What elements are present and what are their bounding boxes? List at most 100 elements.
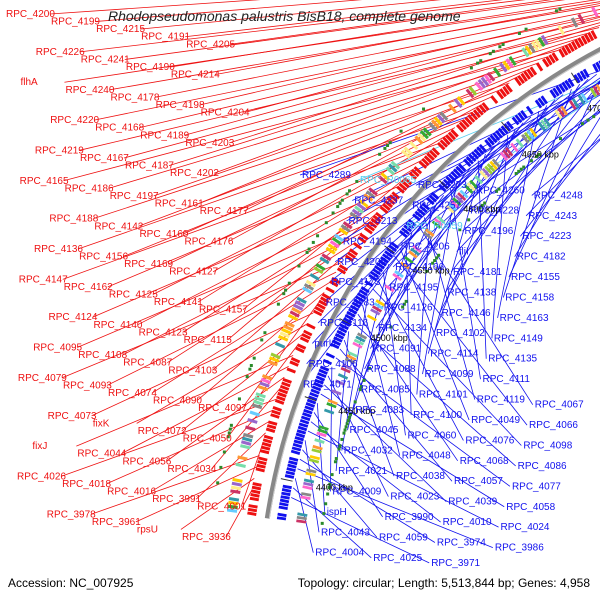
reverse-gene-label: RPC_4289 [302,170,351,181]
reverse-gene [497,127,506,137]
reverse-connector [399,248,470,421]
reverse-gene-label: RPC_4049 [471,415,520,426]
reverse-connector [357,313,459,462]
cog-band-outer [358,199,369,208]
gc-dot-inner [522,165,526,169]
reverse-gene [311,385,322,392]
reverse-gene [287,463,297,469]
cog-band-inner [327,398,338,406]
forward-gene [558,48,566,58]
forward-connector [140,0,442,30]
reverse-gene-label: RPC_4086 [518,461,567,472]
gc-dot-inner [402,302,406,306]
gc-dot-outer [216,481,220,485]
reverse-connector [520,133,600,237]
forward-gene [349,248,359,256]
forward-gene-label: RPC_4044 [77,449,126,460]
reverse-connector [477,160,487,359]
cog-band-inner [489,160,498,171]
reverse-gene [309,391,319,398]
cog-band-inner [353,338,365,346]
rna-gene-label: RPC_R0059 [407,221,464,232]
forward-connector [123,32,589,159]
cog-band-outer [524,45,533,56]
cog-band-inner [436,215,446,224]
gc-dot-inner [425,269,429,273]
reverse-gene-label: RPC_4223 [522,231,571,242]
cog-band-outer [309,273,320,281]
cog-band-inner [335,379,346,387]
cog-band-inner [445,204,455,214]
cog-band-inner [459,189,469,199]
cog-band-outer [292,303,304,311]
scale-tick [501,121,510,132]
reverse-connector [339,348,453,482]
gc-dot-outer [249,363,253,367]
forward-gene [545,56,553,66]
gc-dot-outer [276,302,280,306]
reverse-connector [531,138,600,196]
reverse-gene [414,210,424,219]
reverse-gene [555,85,563,95]
forward-gene [277,391,287,398]
cog-band-inner [366,314,377,322]
reverse-gene [525,105,534,115]
cog-band-outer [414,135,424,145]
forward-gene [567,42,575,52]
forward-gene-label: RPC_4190 [126,62,175,73]
forward-gene [442,136,451,146]
cog-band-outer [531,40,539,52]
reverse-gene [280,495,290,500]
gc-dot-outer [336,205,340,209]
forward-gene [444,134,454,143]
forward-gene [570,40,578,51]
reverse-gene-label: RPC_4119 [477,395,526,406]
cog-band-outer [486,71,496,82]
cog-band-outer [340,224,351,233]
gc-dot-inner [580,122,584,126]
reverse-gene [330,342,340,350]
reverse-connector [299,458,436,543]
forward-gene [262,438,273,444]
forward-connector [196,292,325,401]
gc-dot-outer [305,250,309,254]
reverse-connector [330,366,333,492]
cog-band-outer [228,500,239,506]
forward-connector [199,12,600,106]
reverse-gene-label: RPC_4039 [448,497,497,508]
cog-band-outer [468,86,478,96]
reverse-gene [295,432,306,439]
gc-dot-inner [529,159,533,163]
cog-band-inner [449,199,460,209]
reverse-gene-label: RPC_4010 [443,517,492,528]
cog-band-outer [254,395,265,403]
cog-band-inner [384,284,395,293]
reverse-gene-label: RPC_4038 [396,471,445,482]
forward-connector [136,323,309,424]
cog-band-outer [534,38,543,49]
cog-band-inner [302,485,313,491]
forward-gene [252,482,262,487]
reverse-gene [279,502,289,507]
gc-dot-inner [344,425,348,429]
forward-gene-label: RPC_4141 [154,297,203,308]
forward-gene-label: RPC_4188 [49,214,98,225]
cog-band-inner [481,167,491,178]
forward-gene [381,202,391,211]
cog-band-inner [370,308,381,316]
forward-gene [413,166,423,175]
forward-connector [225,489,253,538]
reverse-connector [357,80,600,181]
forward-connector [153,62,539,197]
reverse-gene [317,372,327,379]
reverse-gene [281,488,292,493]
forward-gene [551,52,559,62]
reverse-gene-label: RPC_4257 [412,201,461,212]
gc-dot-inner [362,378,366,382]
forward-gene [290,356,301,364]
forward-gene [384,200,394,209]
reverse-gene-label: RPC_4213 [349,216,398,227]
forward-connector [122,119,464,257]
gc-dot-inner [346,419,350,423]
